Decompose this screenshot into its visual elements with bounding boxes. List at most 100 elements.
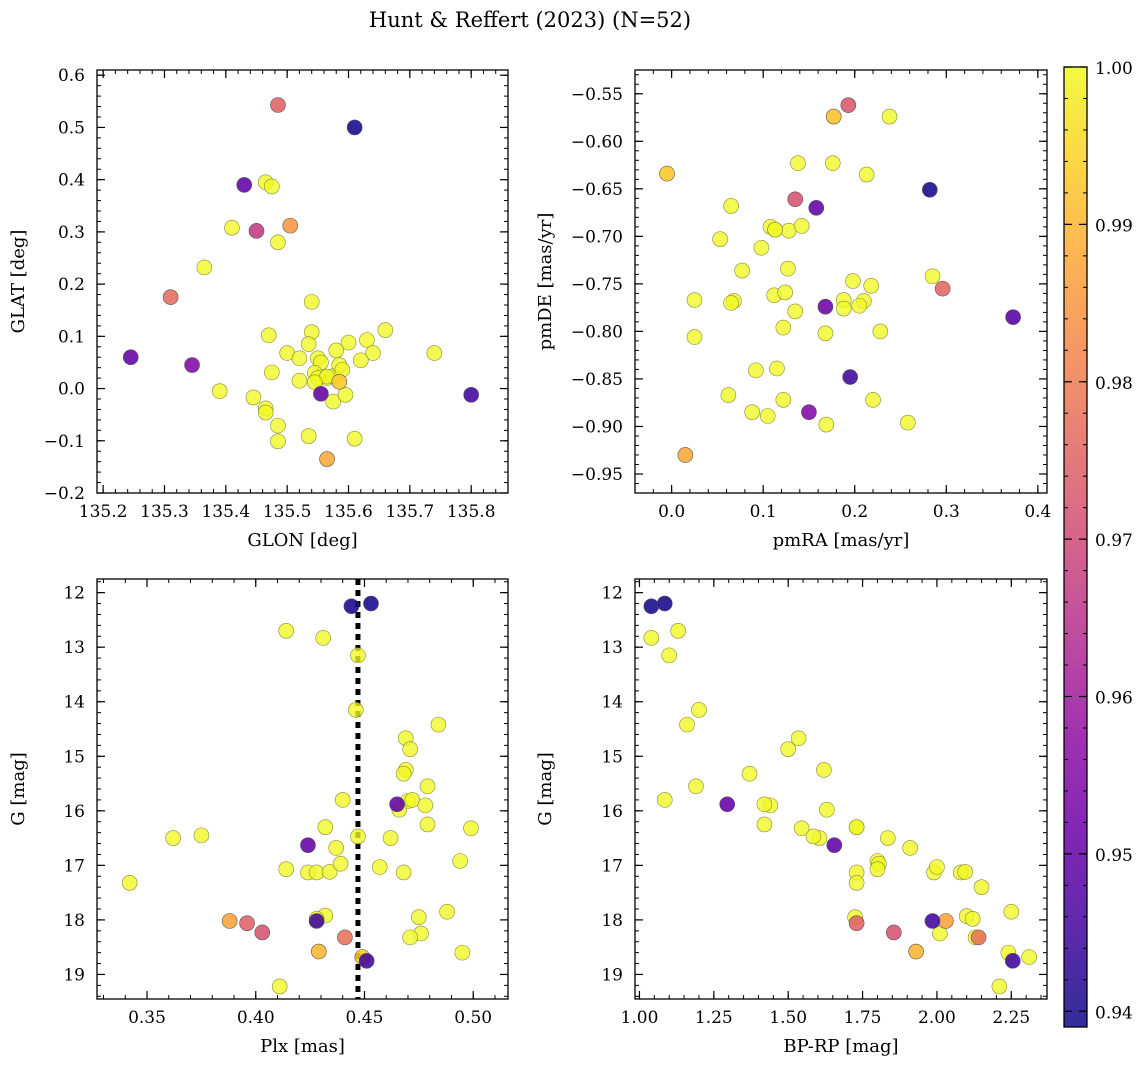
- scatter-point: [790, 730, 807, 747]
- scatter-point: [270, 417, 286, 434]
- scatter-point: [756, 816, 773, 833]
- scatter-point: [332, 855, 349, 872]
- scatter-point: [840, 97, 857, 113]
- scatter-point: [300, 428, 317, 444]
- scatter-point: [236, 177, 253, 193]
- y-axis-label: GLAT [deg]: [8, 230, 29, 334]
- scatter-point: [793, 820, 810, 837]
- scatter-point: [818, 416, 835, 433]
- y-tick-label: −0.1: [44, 432, 85, 452]
- x-axis-label: Plx [mas]: [260, 1036, 345, 1057]
- colorbar-tick-label: 1.00: [1095, 59, 1133, 79]
- scatter-point: [165, 830, 181, 846]
- scatter-point: [929, 859, 945, 875]
- scatter-point: [395, 765, 412, 782]
- x-axis-label: GLON [deg]: [247, 530, 357, 551]
- x-tick-label: 1.00: [621, 1008, 659, 1028]
- scatter-point: [346, 119, 363, 136]
- y-tick-label: 19: [63, 965, 85, 985]
- scatter-point: [337, 929, 353, 946]
- y-tick-label: 15: [601, 747, 623, 767]
- scatter-point: [775, 392, 792, 408]
- scatter-point: [426, 345, 443, 361]
- scatter-point: [835, 300, 852, 317]
- scatter-point: [817, 298, 834, 315]
- scatter-point: [270, 433, 286, 450]
- points: [659, 97, 1021, 463]
- scatter-point: [656, 792, 673, 808]
- scatter-point: [817, 325, 834, 342]
- scatter-point: [858, 166, 875, 183]
- scatter-point: [350, 647, 366, 664]
- colorbar-tick-label: 0.98: [1095, 374, 1133, 394]
- scatter-point: [257, 404, 274, 421]
- scatter-point: [334, 792, 351, 808]
- scatter-point: [780, 741, 796, 757]
- scatter-point: [317, 819, 334, 835]
- points: [121, 595, 479, 995]
- scatter-point: [659, 165, 675, 182]
- scatter-point: [162, 289, 179, 305]
- scatter-point: [264, 178, 280, 195]
- scatter-point: [851, 297, 868, 314]
- colorbar-tick-label: 0.96: [1095, 689, 1133, 709]
- scatter-point: [359, 332, 375, 348]
- scatter-point: [122, 349, 139, 366]
- axes-frame: [96, 578, 509, 1000]
- scatter-point: [787, 303, 804, 320]
- scatter-point: [957, 864, 973, 880]
- scatter-point: [260, 327, 277, 344]
- scatter-point: [819, 801, 835, 818]
- scatter-point: [908, 943, 924, 960]
- scatter-point: [382, 830, 399, 846]
- scatter-point: [358, 953, 375, 969]
- scatter-point: [389, 796, 405, 813]
- points: [122, 97, 479, 467]
- scatter-point: [419, 816, 436, 833]
- scatter-point: [439, 903, 455, 920]
- x-tick-label: 0.0: [658, 502, 685, 522]
- scatter-point: [347, 702, 364, 718]
- scatter-point: [686, 329, 703, 345]
- scatter-point: [767, 221, 783, 238]
- x-tick-label: 2.00: [918, 1008, 956, 1028]
- colorbar: 0.94 0.95 0.96 0.97 0.98 0.99 1.00: [1063, 59, 1133, 1028]
- scatter-point: [848, 915, 865, 931]
- scatter-point: [643, 598, 660, 615]
- y-tick-label: −0.90: [571, 417, 623, 437]
- scatter-point: [278, 623, 294, 639]
- scatter-point: [196, 259, 213, 276]
- scatter-point: [454, 944, 471, 961]
- panel-plx-g: 0.35 0.40 0.45 0.50 12 13 14 15 16 17 18 19 Plx [mas…: [8, 578, 509, 1057]
- scatter-point: [741, 765, 758, 782]
- scatter-point: [308, 864, 325, 881]
- x-tick-label: 0.50: [454, 1008, 492, 1028]
- x-tick-label: 0.35: [128, 1008, 166, 1028]
- x-tick-label: 135.2: [79, 502, 128, 522]
- scatter-point: [254, 924, 271, 941]
- y-tick-label: 0.2: [58, 275, 85, 295]
- x-tick-label: 2.25: [992, 1008, 1030, 1028]
- scatter-point: [311, 943, 327, 960]
- scatter-point: [848, 875, 865, 891]
- scatter-point: [756, 796, 773, 813]
- scatter-point: [463, 387, 479, 403]
- y-tick-label: 0.4: [58, 171, 85, 191]
- scatter-point: [430, 716, 447, 733]
- scatter-point: [964, 911, 981, 927]
- scatter-point: [363, 595, 379, 612]
- scatter-point: [865, 392, 881, 408]
- scatter-point: [417, 797, 434, 814]
- scatter-point: [245, 389, 262, 406]
- y-tick-label: 17: [63, 856, 85, 876]
- scatter-point: [787, 191, 804, 208]
- x-tick-label: 135.5: [263, 502, 312, 522]
- x-tick-label: 135.4: [201, 502, 250, 522]
- scatter-point: [308, 913, 325, 929]
- scatter-point: [340, 334, 357, 351]
- scatter-point: [677, 447, 694, 463]
- scatter-point: [264, 364, 280, 381]
- scatter-point: [924, 268, 941, 285]
- x-axis-label: BP-RP [mag]: [783, 1036, 898, 1057]
